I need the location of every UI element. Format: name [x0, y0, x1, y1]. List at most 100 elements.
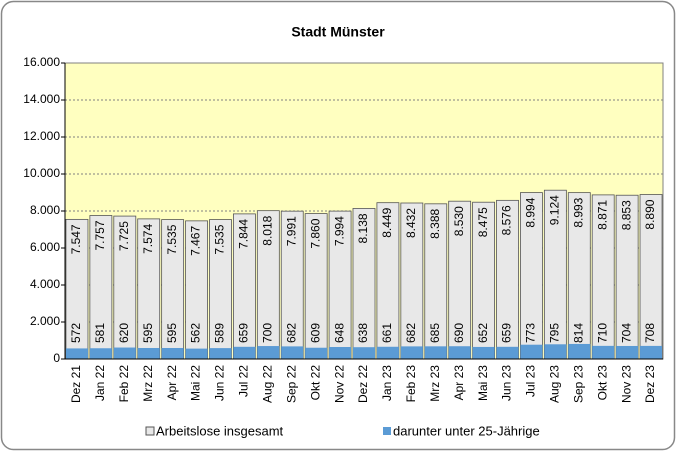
bar [616, 345, 639, 359]
y-tick-label: 14.000 [23, 92, 60, 106]
value-label: 795 [548, 323, 562, 343]
bar [352, 347, 376, 359]
value-label: 773 [524, 323, 538, 343]
y-tick-label: 0 [53, 351, 60, 365]
x-tick-label: Jul 23 [524, 365, 538, 397]
value-label: 8.576 [500, 205, 514, 235]
value-label: 8.018 [260, 215, 274, 245]
x-tick-label: Jul 22 [237, 365, 251, 397]
bar [472, 346, 495, 359]
value-label: 708 [643, 323, 657, 343]
value-label: 7.547 [69, 224, 83, 254]
x-tick-label: Okt 22 [308, 365, 322, 401]
value-label: 581 [93, 323, 107, 343]
value-label: 652 [476, 323, 490, 343]
legend-swatch [145, 426, 155, 436]
value-label: 8.388 [428, 208, 442, 238]
value-label: 8.890 [643, 199, 657, 229]
value-label: 7.757 [93, 220, 107, 250]
y-tick-label: 16.000 [23, 55, 60, 69]
legend-swatch [383, 427, 391, 435]
value-label: 661 [380, 323, 394, 343]
value-label: 638 [356, 323, 370, 343]
bar [448, 346, 471, 359]
bar [185, 348, 208, 359]
bar [329, 347, 352, 359]
legend-label: Arbeitslose insgesamt [156, 423, 284, 438]
bar [376, 346, 399, 359]
value-label: 7.725 [117, 221, 131, 251]
value-label: 8.871 [595, 200, 609, 230]
value-label: 710 [595, 323, 609, 343]
bar [281, 346, 304, 359]
value-label: 620 [117, 323, 131, 343]
bar [233, 346, 256, 359]
y-tick-label: 10.000 [23, 166, 60, 180]
bar [161, 347, 184, 359]
x-tick-label: Nov 22 [332, 365, 346, 403]
x-tick-label: Mrz 22 [141, 365, 155, 402]
x-tick-label: Feb 23 [404, 365, 418, 403]
bar [592, 345, 615, 359]
y-tick-label: 2.000 [30, 314, 60, 328]
value-label: 8.432 [404, 208, 418, 238]
value-label: 572 [69, 323, 83, 343]
bar [544, 344, 567, 359]
value-label: 9.124 [548, 195, 562, 225]
value-label: 685 [428, 323, 442, 343]
x-tick-label: Nov 23 [619, 365, 633, 403]
value-label: 8.138 [356, 213, 370, 243]
value-label: 8.475 [476, 207, 490, 237]
value-label: 659 [500, 323, 514, 343]
value-label: 7.844 [237, 219, 251, 249]
bar [89, 348, 112, 359]
x-tick-label: Sep 23 [571, 365, 585, 403]
x-tick-label: Mai 23 [476, 365, 490, 401]
x-tick-label: Aug 22 [260, 365, 274, 403]
x-tick-label: Dez 22 [356, 365, 370, 403]
value-label: 8.994 [524, 197, 538, 227]
value-label: 7.994 [332, 216, 346, 246]
value-label: 648 [332, 323, 346, 343]
value-label: 562 [189, 323, 203, 343]
value-label: 814 [571, 323, 585, 343]
value-label: 609 [308, 323, 322, 343]
value-label: 690 [452, 323, 466, 343]
value-label: 595 [141, 323, 155, 343]
x-tick-label: Mai 22 [189, 365, 203, 401]
value-label: 659 [237, 323, 251, 343]
x-tick-label: Sep 22 [284, 365, 298, 403]
y-tick-label: 8.000 [30, 203, 60, 217]
value-label: 704 [619, 323, 633, 343]
value-label: 8.449 [380, 207, 394, 237]
bar [305, 347, 328, 359]
value-label: 7.860 [308, 218, 322, 248]
bar [137, 347, 160, 359]
x-tick-label: Feb 22 [117, 365, 131, 403]
bar [209, 348, 232, 359]
x-tick-label: Jun 22 [213, 365, 227, 401]
bar [257, 346, 280, 359]
y-tick-label: 6.000 [30, 240, 60, 254]
bar [520, 344, 543, 359]
value-label: 7.535 [165, 224, 179, 254]
value-label: 682 [404, 323, 418, 343]
value-label: 7.467 [189, 226, 203, 256]
x-tick-label: Dez 23 [643, 365, 657, 403]
bar [65, 348, 88, 359]
x-tick-label: Jan 22 [93, 365, 107, 401]
value-label: 7.574 [141, 224, 155, 254]
x-tick-label: Dez 21 [69, 365, 83, 403]
x-tick-label: Okt 23 [595, 365, 609, 401]
value-label: 7.991 [284, 216, 298, 246]
bar [568, 343, 591, 359]
x-tick-label: Jan 23 [380, 365, 394, 401]
y-tick-label: 4.000 [30, 277, 60, 291]
y-tick-label: 12.000 [23, 129, 60, 143]
legend-label: darunter unter 25-Jährige [393, 423, 540, 438]
bar [400, 346, 423, 359]
chart-title: Stadt Münster [291, 24, 385, 40]
value-label: 7.535 [213, 224, 227, 254]
bar [113, 347, 136, 359]
